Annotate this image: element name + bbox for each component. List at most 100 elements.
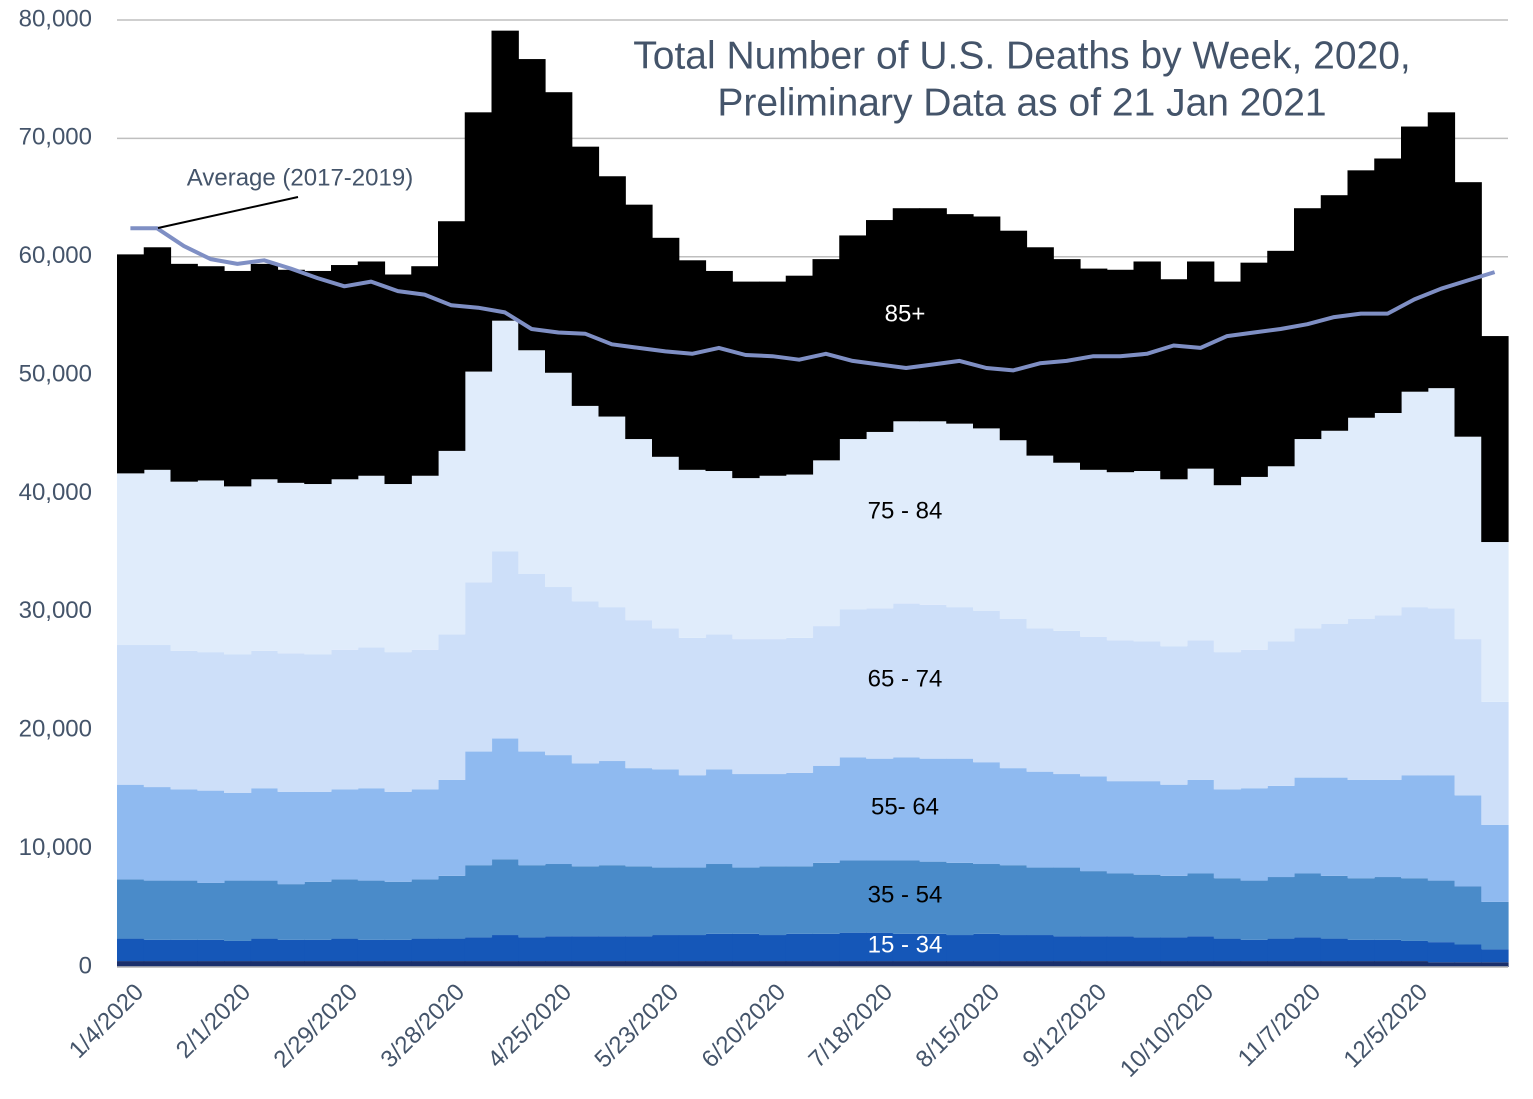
area-step [999,618,1028,769]
area-step [1053,462,1081,631]
area-step [438,779,466,876]
area-step [143,961,172,967]
area-step [732,933,760,962]
area-step [277,961,305,967]
area-step [1401,961,1429,967]
area-step [705,933,733,962]
area-step [1026,935,1054,962]
area-step [357,880,386,940]
area-step [892,603,921,758]
area-step [170,939,198,962]
area-step [464,371,493,583]
area-step [678,469,707,638]
area-step [1320,623,1349,778]
area-step [999,230,1028,441]
area-step [1160,784,1188,876]
area-step [571,601,600,764]
area-step [491,961,519,967]
y-tick-label: 70,000 [19,124,92,151]
x-tick-label: 4/25/2020 [483,979,578,1074]
area-step [598,961,626,967]
area-step [812,933,840,962]
area-step [117,784,145,880]
area-step [143,469,172,646]
area-step [411,789,439,880]
area-step [999,865,1028,936]
area-step [143,939,172,962]
area-step [652,237,680,457]
series-label: 55- 64 [871,793,939,820]
area-step [1240,262,1268,477]
area-step [304,484,332,655]
area-step [277,653,305,792]
area-step [732,639,760,775]
area-step [732,478,760,640]
area-step [1213,789,1242,879]
y-tick-label: 20,000 [19,716,92,743]
area-step [1320,430,1349,624]
y-tick-label: 80,000 [19,5,92,32]
area-step [919,933,947,962]
area-step [812,626,840,766]
area-step [250,961,279,967]
area-step [946,214,974,424]
area-step [1240,476,1268,650]
area-step [224,792,252,881]
area-step [357,475,386,648]
area-step [785,933,814,962]
x-tick-label: 6/20/2020 [697,979,792,1074]
area-step [759,935,787,962]
area-step [464,112,493,372]
area-step [518,937,546,962]
area-step [1320,777,1349,876]
series-label: 15 - 34 [868,931,943,958]
area-step [1106,781,1135,874]
area-step [384,274,412,485]
area-step [1240,880,1268,940]
area-step [1347,170,1375,418]
area-step [1481,962,1509,967]
area-step [1267,641,1295,786]
area-step [197,480,225,653]
area-step [1347,779,1375,879]
area-step [224,961,252,967]
area-step [1427,388,1456,609]
area-step [224,654,252,793]
area-step [1267,466,1295,642]
area-step [1106,269,1135,473]
area-step [1374,939,1402,962]
area-step [143,247,172,470]
area-step [678,260,707,470]
x-tick-label: 11/7/2020 [1233,979,1326,1072]
area-step [197,790,225,883]
area-step [1187,640,1215,780]
area-step [277,791,305,885]
area-step [759,774,787,867]
area-step [384,484,412,653]
area-step [1240,649,1268,789]
area-step [357,939,386,962]
area-step [652,867,680,936]
area-step [839,860,867,933]
area-step [1481,949,1509,963]
x-tick-label: 1/4/2020 [64,979,149,1064]
area-step [411,475,439,650]
area-step [598,176,626,417]
area-step [384,939,412,962]
area-step [197,882,225,940]
area-step [1454,795,1482,887]
area-step [1160,479,1188,647]
area-step [331,879,359,939]
area-step [250,650,279,789]
area-step [892,860,921,934]
area-step [598,761,626,866]
area-step [999,961,1028,967]
area-step [1481,701,1509,825]
area-step [973,933,1001,962]
area-step [812,862,840,934]
area-step [866,961,894,967]
area-step [1374,158,1402,414]
area-step [304,654,332,792]
x-tick-label: 12/5/2020 [1339,979,1434,1074]
series-label: 85+ [885,300,926,327]
